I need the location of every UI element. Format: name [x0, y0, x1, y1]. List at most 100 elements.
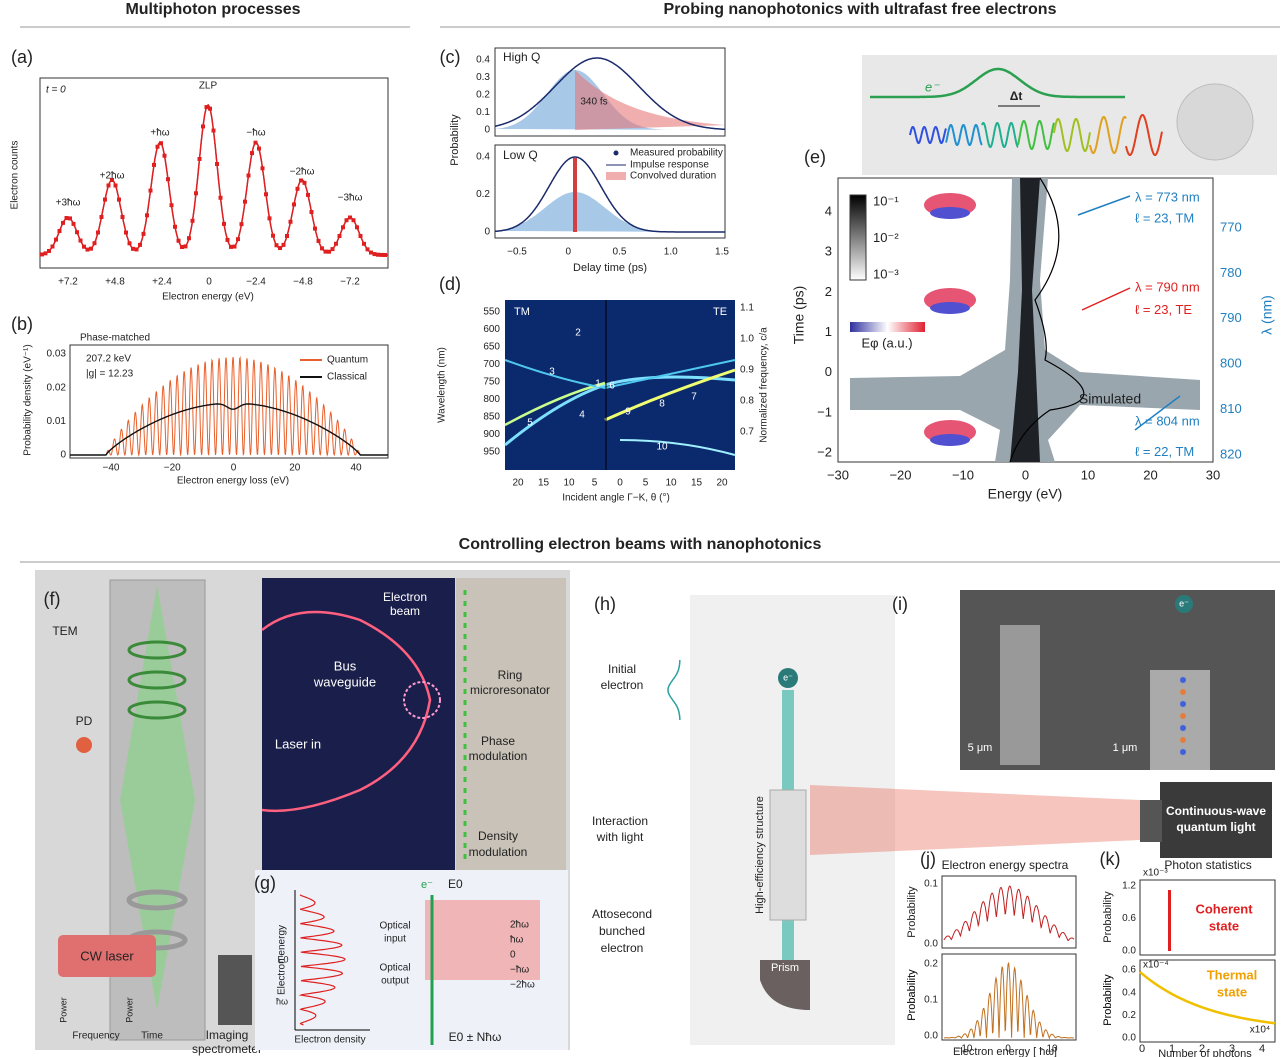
x-tick-label: 40 [350, 463, 362, 474]
curve [943, 885, 1075, 942]
spike [573, 158, 577, 232]
legend-label: Convolved duration [630, 171, 716, 182]
label: spectrometer [192, 1042, 262, 1056]
curve [39, 104, 388, 256]
label: CW laser [80, 948, 134, 963]
y-tick-label: −2 [817, 444, 832, 459]
y-tick-label: 0 [484, 227, 490, 238]
axis-title: λ (nm) [1259, 295, 1275, 335]
axis-title: Energy (eV) [988, 486, 1063, 502]
label: Coherent [1195, 901, 1253, 916]
x-tick-label: −10 [956, 1044, 973, 1055]
panel-label: (c) [440, 47, 461, 67]
label: 207.2 keV [86, 354, 131, 365]
plot-frame [39, 77, 389, 269]
x-tick-label: 5 [643, 478, 649, 489]
plot-frame [494, 47, 726, 137]
label: Prism [771, 962, 799, 974]
axis-title: Delay time (ps) [573, 262, 647, 274]
label: Eφ (a.u.) [861, 335, 912, 350]
label: Laser in [275, 736, 321, 751]
y-tick-label: 1.1 [740, 303, 754, 314]
laser [58, 935, 156, 977]
grating-dot [1180, 749, 1186, 755]
label: Density [478, 829, 518, 843]
y-tick-label: 750 [483, 377, 500, 388]
y-tick-label: 650 [483, 342, 500, 353]
plot-frame [941, 953, 1077, 1041]
mode-profile [930, 434, 970, 446]
label: λ = 773 nm [1135, 189, 1200, 204]
label: waveguide [313, 674, 376, 689]
label: ℓ = 22, TM [1135, 444, 1194, 459]
x-tick-label: 20 [1143, 467, 1157, 482]
label: −3ħω [338, 193, 363, 204]
x-tick-label: −2.4 [246, 277, 266, 288]
plot-frame [69, 344, 389, 459]
label: |g| = 12.23 [86, 369, 134, 380]
curve [619, 439, 736, 456]
label: 2 [575, 328, 581, 339]
y-tick-label: 0.3 [476, 72, 490, 83]
label: 5 μm [968, 742, 993, 754]
legend-label: Classical [327, 372, 367, 383]
y-tick-label: 4 [825, 203, 832, 218]
axis-title: Electron energy loss (eV) [177, 476, 289, 487]
y-tick-label: 850 [483, 412, 500, 423]
axis-title: Normalized frequency, c/a [759, 327, 770, 443]
y-tick-label: 0.01 [47, 416, 67, 427]
x-tick-label: +7.2 [58, 277, 78, 288]
section-title: Probing nanophotonics with ultrafast fre… [664, 1, 1057, 18]
label: High-efficiency structure [754, 796, 766, 914]
peak [1168, 890, 1171, 951]
axis-title: Electron energy (eV) [162, 292, 254, 303]
x-tick-label: 0 [617, 478, 623, 489]
label: 1 μm [1113, 742, 1138, 754]
label: e⁻ [421, 879, 433, 891]
label: with light [596, 830, 644, 844]
mode-profile [930, 302, 970, 314]
y-tick-label: 0 [510, 950, 516, 961]
label: e⁻ [1179, 598, 1189, 608]
label: Power [124, 997, 134, 1023]
x-tick-label: −7.2 [340, 277, 360, 288]
x-tick-label: 15 [691, 478, 703, 489]
label: Power [58, 997, 68, 1023]
x-tick-label: 2 [1199, 1043, 1205, 1055]
axis-title: Electron energy [ ħω] [953, 1046, 1057, 1057]
axis-title: Electron energy [277, 925, 288, 995]
y-tick-label: −ħω [510, 965, 529, 976]
x-tick-label: −40 [103, 463, 120, 474]
ring [403, 681, 441, 719]
label: modulation [469, 749, 528, 763]
label: 7 [691, 392, 697, 403]
panel-label: (d) [439, 274, 461, 294]
label: Frequency [72, 1031, 119, 1042]
electron [1175, 595, 1193, 613]
axis-title: Time (ps) [791, 286, 807, 345]
label: Ring [498, 668, 523, 682]
label: Electron [383, 590, 427, 604]
label: modulation [469, 845, 528, 859]
y-tick-label: 770 [1220, 219, 1242, 234]
curve [575, 70, 725, 130]
curve [981, 122, 1019, 148]
curve [1089, 116, 1127, 154]
y-tick-label: 800 [1220, 356, 1242, 371]
label: 1 [595, 379, 601, 390]
curve [504, 359, 736, 390]
y-tick-label: 3 [825, 244, 832, 259]
label: state [1209, 918, 1239, 933]
x-tick-label: 1.0 [664, 247, 678, 258]
grating-dot [1180, 701, 1186, 707]
y-tick-label: 1.2 [1122, 881, 1136, 892]
y-tick-label: 950 [483, 447, 500, 458]
axis-title: Incident angle Γ−K, θ (°) [562, 493, 670, 504]
panel-label: (j) [920, 849, 936, 869]
y-tick-label: 0.03 [47, 349, 67, 360]
curve [39, 103, 388, 256]
x-tick-label: 20 [289, 463, 301, 474]
label: +2ħω [100, 171, 125, 182]
curve [1017, 120, 1055, 150]
